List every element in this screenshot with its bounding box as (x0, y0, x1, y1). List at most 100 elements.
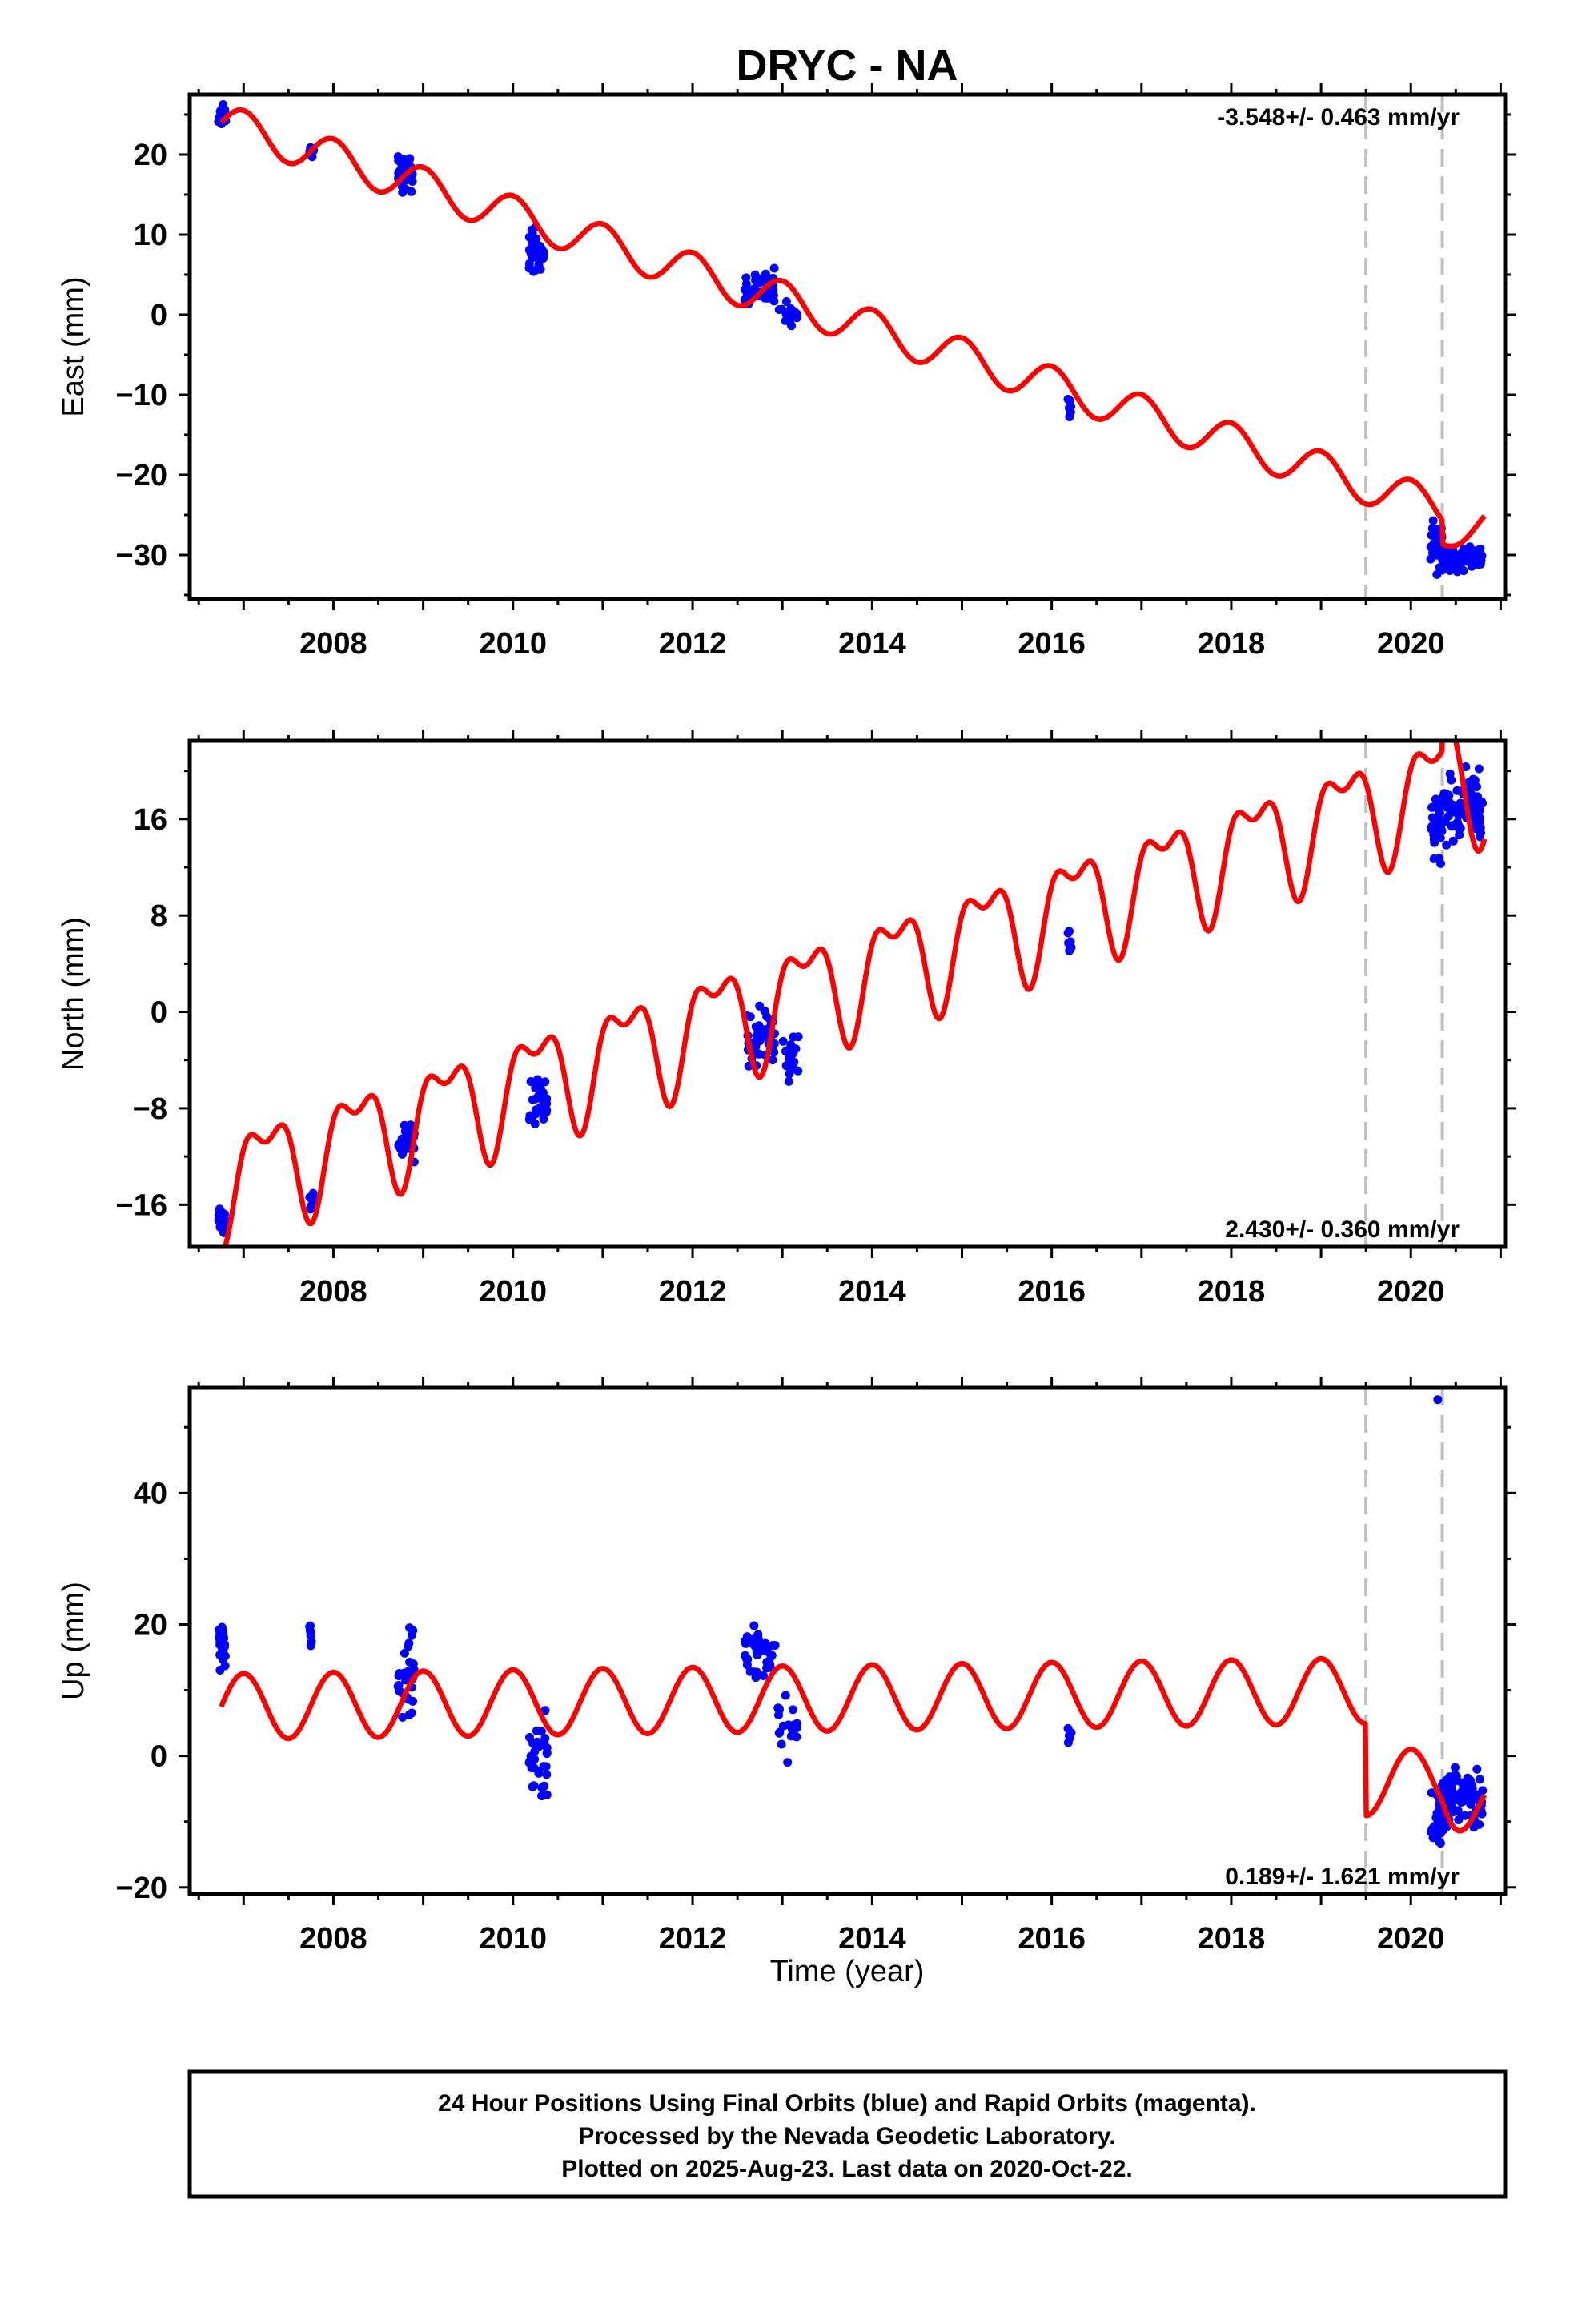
data-point (1430, 838, 1439, 847)
data-point (401, 1675, 410, 1685)
panel-north: 2008 2010 2012 2014 2016 2018 2020 −16 −8 0 8 16 Nor… (57, 730, 1516, 1309)
data-point (745, 288, 755, 298)
data-point (741, 1636, 749, 1646)
data-point (770, 1641, 780, 1650)
data-point (1438, 551, 1447, 561)
data-point (786, 1731, 796, 1741)
data-point (1427, 813, 1437, 822)
data-point (540, 1706, 550, 1715)
data-point (1453, 1806, 1463, 1815)
x-tick-label: 2008 (299, 1275, 367, 1309)
data-point (393, 152, 403, 162)
data-point (533, 1076, 543, 1086)
data-point (1427, 524, 1437, 533)
data-point (396, 1144, 405, 1153)
data-point (532, 1737, 542, 1747)
data-point (1066, 1733, 1075, 1743)
data-point (1475, 1775, 1484, 1784)
data-point (400, 1648, 409, 1658)
y-ticks: −20 0 20 40 (116, 1425, 1516, 1905)
y-ticks: −30 −20 −10 0 10 20 (116, 113, 1516, 597)
data-point (1478, 798, 1487, 808)
data-point (783, 1758, 793, 1767)
data-point (536, 241, 544, 251)
data-point (219, 1631, 228, 1641)
data-point (307, 1200, 316, 1210)
data-point (762, 1012, 772, 1022)
data-point (408, 1696, 417, 1706)
data-point (542, 1749, 552, 1759)
data-point (759, 1671, 768, 1680)
data-point (539, 1114, 548, 1124)
data-point (788, 1705, 797, 1715)
x-tick-label: 2018 (1198, 627, 1266, 661)
data-point (542, 1770, 552, 1779)
data-point (395, 1669, 404, 1678)
data-point (784, 1720, 793, 1730)
data-point (534, 259, 544, 269)
panel-frame (187, 92, 1508, 601)
data-point (405, 1658, 415, 1667)
data-point (305, 1192, 315, 1202)
y-tick-label: 0 (151, 1740, 167, 1774)
x-tick-label: 2014 (838, 1275, 906, 1309)
y-tick-label: 8 (151, 899, 167, 933)
data-point (1066, 937, 1075, 947)
data-point (540, 1077, 550, 1087)
x-tick-label: 2020 (1377, 1922, 1445, 1956)
data-point (1461, 762, 1471, 771)
data-point (537, 1791, 546, 1801)
data-point (1452, 1795, 1461, 1805)
data-point (1448, 836, 1458, 846)
y-ticks: −16 −8 0 8 16 (116, 770, 1516, 1222)
data-point (1426, 542, 1435, 552)
x-tick-label: 2010 (479, 1922, 547, 1956)
data-point (1454, 1815, 1464, 1824)
y-axis-title: North (mm) (57, 917, 90, 1071)
x-tick-label: 2012 (659, 627, 727, 661)
data-point (787, 321, 797, 331)
data-point (1442, 840, 1452, 850)
data-point (1445, 769, 1455, 778)
data-point (1428, 516, 1438, 525)
plot-area (214, 741, 1488, 1247)
data-point (400, 159, 410, 168)
chart-title: DRYC - NA (737, 42, 958, 90)
y-tick-label: 40 (134, 1477, 167, 1510)
data-point (405, 1623, 414, 1633)
data-point (769, 1047, 779, 1057)
data-point (532, 1106, 542, 1116)
caption-box: 24 Hour Positions Using Final Orbits (bl… (187, 2069, 1508, 2199)
data-point (1066, 402, 1076, 411)
model-curve (219, 1655, 1488, 1834)
data-point (219, 1638, 228, 1647)
y-tick-label: 20 (134, 139, 167, 172)
data-point (533, 1767, 543, 1775)
y-tick-label: −30 (116, 539, 167, 573)
data-point (781, 297, 791, 306)
data-point (524, 245, 534, 255)
data-point (1459, 566, 1468, 576)
data-point (401, 184, 411, 194)
x-axis-title: Time (year) (770, 1955, 925, 1988)
plot-area (214, 94, 1487, 599)
data-point (1455, 830, 1464, 840)
x-tick-label: 2010 (479, 627, 547, 661)
rate-label: 0.189+/- 1.621 mm/yr (1225, 1864, 1460, 1890)
panel-up: 2008 2010 2012 2014 2016 2018 2020 −20 0 20 40 Up (… (57, 1377, 1516, 1956)
x-tick-label: 2016 (1018, 1922, 1086, 1956)
data-point (217, 1208, 227, 1217)
data-point (749, 1667, 759, 1677)
data-point (778, 1036, 788, 1046)
data-point (407, 1630, 416, 1640)
data-point-outlier (1433, 1395, 1443, 1405)
data-point (1478, 1786, 1488, 1795)
x-tick-label: 2012 (659, 1275, 727, 1309)
x-tick-label: 2018 (1198, 1275, 1266, 1309)
data-point (769, 263, 779, 273)
data-point (527, 225, 536, 235)
data-point (1437, 826, 1447, 835)
data-point (218, 1646, 227, 1655)
